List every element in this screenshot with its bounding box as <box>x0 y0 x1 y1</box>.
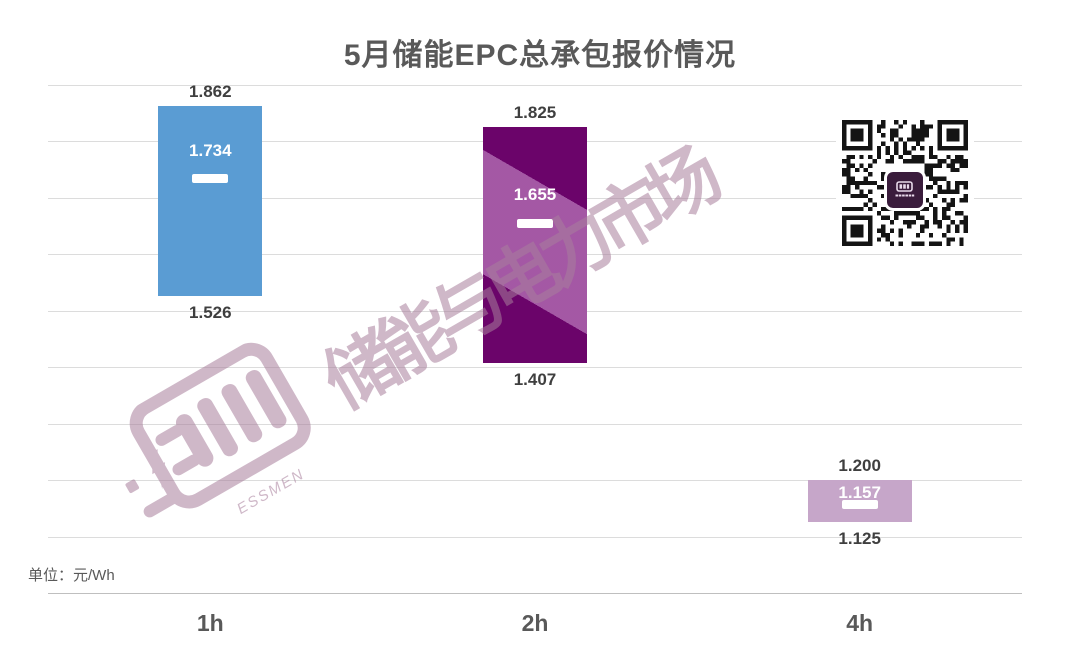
x-axis-label-2h: 2h <box>521 610 549 636</box>
bar-max-label: 1.825 <box>513 103 557 123</box>
mean-marker <box>517 218 553 228</box>
bar-min-label: 1.526 <box>189 303 232 323</box>
mean-marker <box>841 499 878 509</box>
bar-min-label: 1.407 <box>513 370 557 390</box>
qr-center-logo-icon <box>884 169 926 211</box>
qr-modules <box>842 120 968 246</box>
chart-title: 5月储能EPC总承包报价情况 <box>343 39 737 72</box>
mean-marker <box>192 174 229 184</box>
bar-max-label: 1.862 <box>189 82 232 102</box>
bar-min-label: 1.125 <box>838 529 881 549</box>
bar-1h: 1.734 <box>158 106 263 297</box>
x-axis-label-1h: 1h <box>196 610 224 636</box>
bar-mean-label: 1.157 <box>838 483 881 503</box>
bar-2h: 1.655 <box>483 127 587 364</box>
bar-max-label: 1.200 <box>838 456 881 476</box>
bar-group-4h: 1.200 1.157 1.125 <box>800 0 920 600</box>
bar-group-2h: 1.825 1.655 1.407 <box>475 0 595 600</box>
x-axis-label-4h: 4h <box>846 610 874 636</box>
bar-mean-label: 1.655 <box>513 185 557 205</box>
bar-mean-label: 1.734 <box>189 140 232 160</box>
bar-group-1h: 1.862 1.734 1.526 <box>150 0 270 600</box>
bar-4h: 1.157 <box>807 480 912 523</box>
qr-code <box>836 114 974 252</box>
watermark-band-overlay <box>483 127 587 364</box>
unit-label: 单位：元/Wh <box>28 567 115 584</box>
